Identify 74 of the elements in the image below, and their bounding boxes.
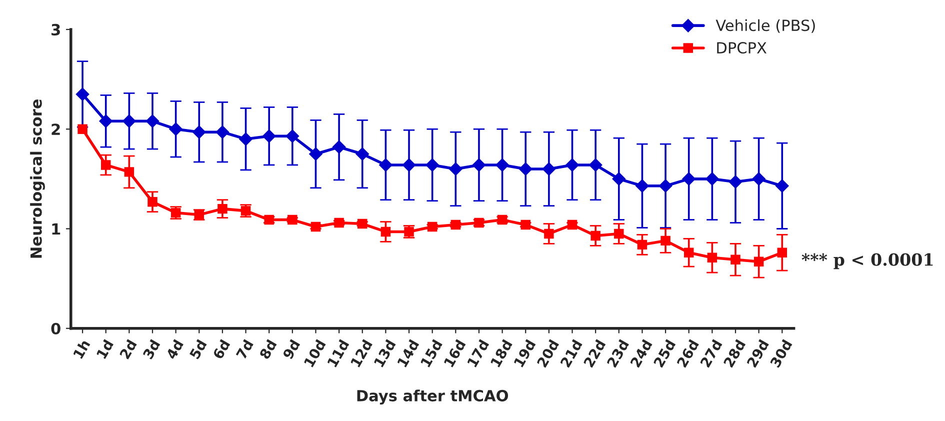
point [262,129,276,143]
point [496,158,509,172]
point [728,175,742,188]
x-tick-label: 8d [258,339,277,360]
point [218,204,228,214]
point [332,140,346,154]
point [78,124,88,134]
point [426,158,439,172]
point [216,126,230,139]
point [169,122,182,136]
x-axis-title: Days after tMCAO [357,390,508,405]
point [590,230,600,241]
point [682,172,696,186]
point [730,254,740,264]
point [427,222,438,232]
text: *** p < 0.0001 [802,253,933,270]
point [612,172,626,186]
y-tick-label: 2 [52,124,60,135]
point [754,256,764,266]
point [288,214,298,225]
point [239,132,252,146]
point [636,179,649,192]
point [146,114,160,128]
legend-label: DPCPX [717,42,766,54]
point [99,114,112,128]
y-tick-label: 3 [52,24,60,36]
point [519,162,532,176]
point [310,222,321,232]
point [148,196,158,207]
point [334,218,344,228]
point [776,179,789,192]
x-tick-label: 2d [119,339,137,360]
point [380,226,391,237]
point [567,220,578,230]
point [76,88,90,101]
point [660,236,670,246]
x-tick-label: 3d [142,339,160,360]
point [707,252,718,262]
point [520,220,530,230]
point [402,158,416,172]
y-axis-title: Neurological score [30,99,45,258]
x-tick-label: 6d [212,339,230,360]
point [286,129,300,143]
point [706,172,719,186]
legend-label: Vehicle (PBS) [716,19,815,33]
point [356,147,369,161]
point [358,218,368,229]
x-tick-label: 1d [96,339,114,360]
point [122,114,136,128]
point [777,248,787,258]
point [542,162,556,176]
x-tick-label: 9d [282,339,300,360]
point [472,158,486,172]
point [566,158,579,172]
point [100,160,111,170]
point [637,240,648,250]
point [588,158,602,172]
point [658,179,672,192]
y-tick-label: 0 [51,322,60,334]
point [449,162,462,176]
x-tick-label: 7d [236,339,254,360]
point [614,228,624,239]
point [379,158,392,172]
point [192,126,206,139]
point [684,248,694,258]
point [450,220,461,230]
x-tick-label: 5d [188,339,207,360]
y-tick-label: 1 [52,223,60,235]
point [309,147,322,161]
x-tick-label: 4d [165,339,184,360]
point [752,172,766,186]
x-tick-label: 1h [72,339,90,359]
point [544,228,554,239]
point [124,167,134,177]
